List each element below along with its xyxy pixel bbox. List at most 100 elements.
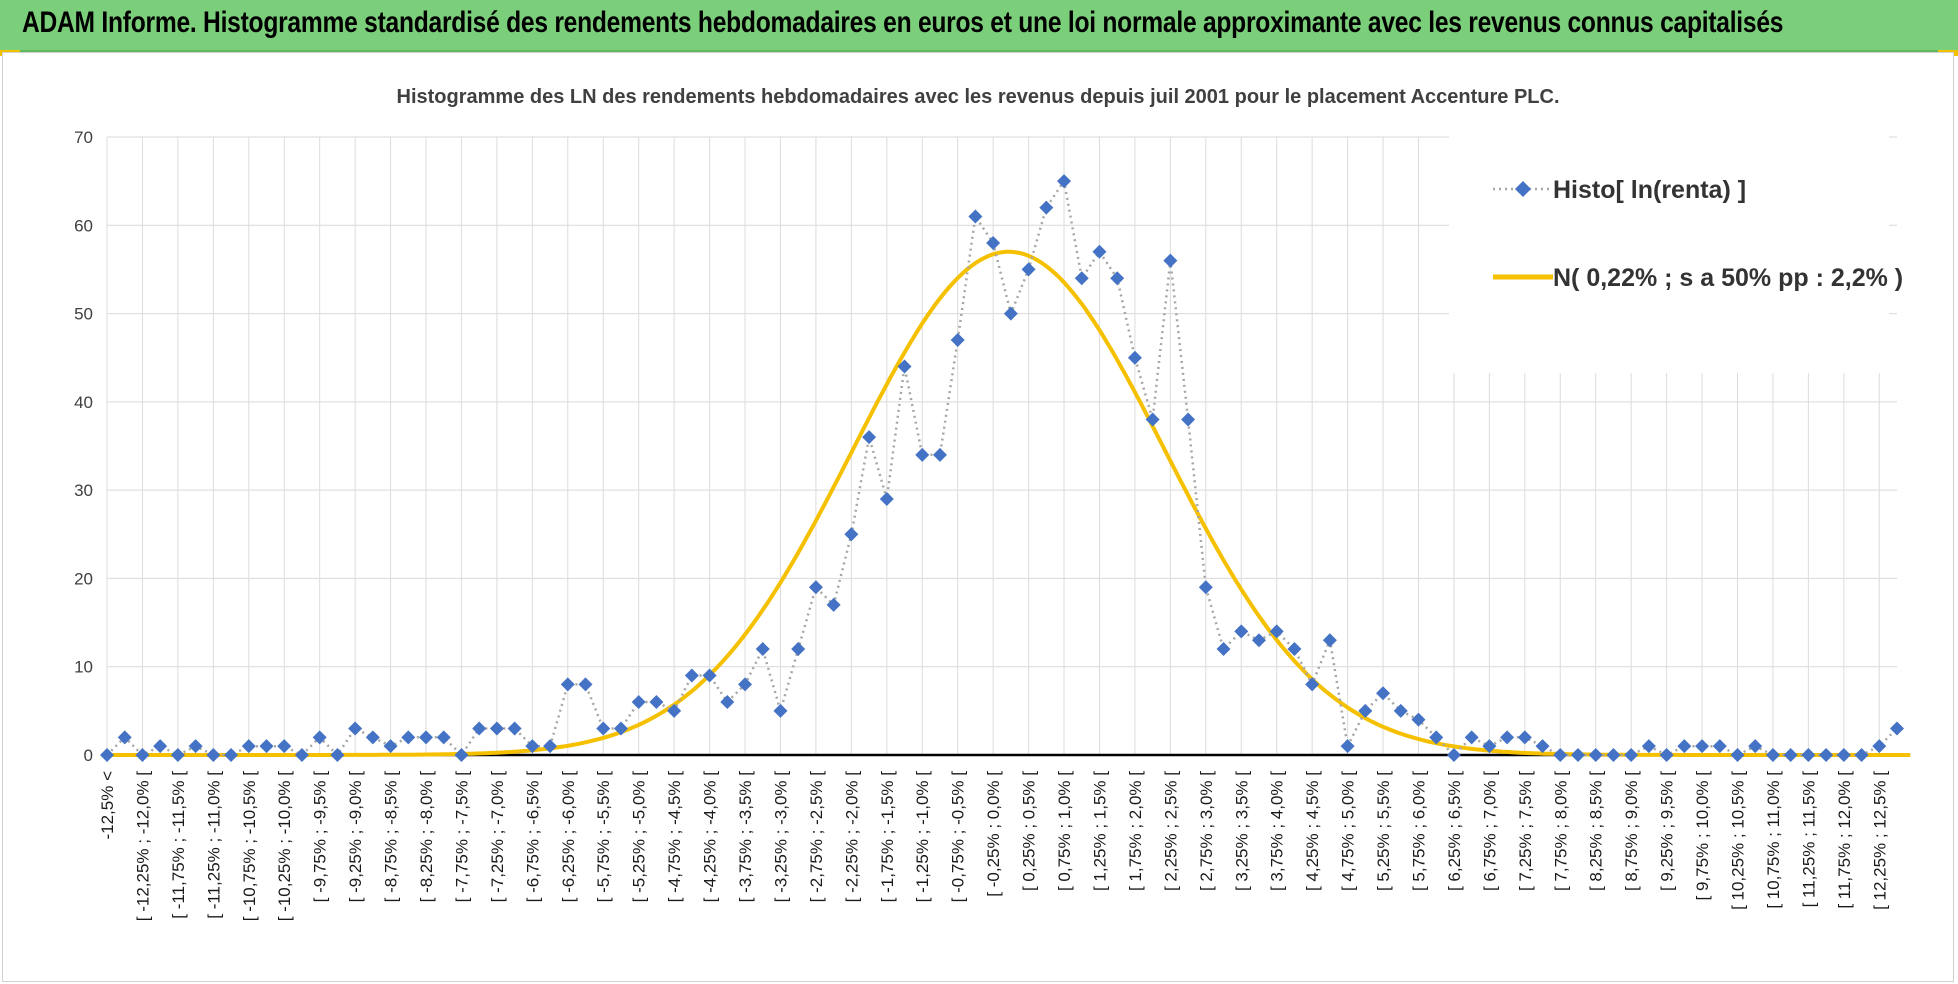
x-category-label: [ 7,75% ; 8,0% [ (1551, 771, 1570, 891)
histogram-point (649, 695, 664, 710)
histogram-point (1092, 244, 1107, 259)
x-category-label: [ 6,75% ; 7,0% [ (1480, 771, 1499, 891)
x-category-label: [ 9,25% ; 9,5% [ (1658, 771, 1677, 891)
y-tick-label: 30 (74, 481, 93, 500)
histogram-point (1269, 624, 1284, 639)
histogram-point (1730, 748, 1745, 762)
histogram-point (897, 359, 912, 374)
histogram-point (684, 668, 699, 683)
x-category-label: [ -5,75% ; -5,5% [ (594, 771, 613, 903)
histogram-point (826, 597, 841, 612)
x-category-label: [ -7,75% ; -7,5% [ (452, 771, 471, 903)
x-category-label: [ -12,25% ; -12,0% [ (133, 771, 152, 922)
x-category-label: [ 11,75% ; 12,0% [ (1835, 771, 1854, 909)
histogram-point (1659, 748, 1674, 762)
histogram-point (915, 447, 930, 462)
x-category-label: [ -6,75% ; -6,5% [ (523, 771, 542, 903)
histogram-point (436, 730, 451, 745)
histogram-point (1358, 703, 1373, 718)
histogram-point (1216, 642, 1231, 657)
histogram-point (135, 748, 150, 762)
histogram-point (596, 721, 611, 736)
histogram-point (1322, 633, 1337, 648)
histogram-point (862, 430, 877, 445)
y-tick-label: 20 (74, 569, 93, 588)
histogram-point (1748, 739, 1763, 754)
chart-title: Histogramme des LN des rendements hebdom… (397, 86, 1560, 108)
histogram-point (348, 721, 363, 736)
histogram-point (489, 721, 504, 736)
histogram-point (755, 642, 770, 657)
y-tick-label: 10 (74, 658, 93, 677)
x-category-label: [ -1,75% ; -1,5% [ (878, 771, 897, 903)
x-category-label: [ 3,75% ; 4,0% [ (1268, 771, 1287, 891)
histogram-point (1695, 739, 1710, 754)
histogram-point (1110, 271, 1125, 286)
x-category-label: [ 11,25% ; 11,5% [ (1799, 771, 1818, 908)
histogram-point (507, 721, 522, 736)
histogram-point (1021, 262, 1036, 277)
histogram-point (188, 739, 203, 754)
x-category-label: [ 4,75% ; 5,0% [ (1339, 771, 1358, 891)
histogram-point (294, 748, 309, 762)
x-category-label: [ 6,25% ; 6,5% [ (1445, 771, 1464, 891)
report-title: ADAM Informe. Histogramme standardisé de… (22, 6, 1784, 39)
histogram-point (241, 739, 256, 754)
histogram-point (1624, 748, 1639, 762)
x-category-label: [ -11,25% ; -11,0% [ (204, 771, 223, 919)
histogram-point (1446, 748, 1461, 762)
histogram-point (1677, 739, 1692, 754)
x-category-label: [ -6,25% ; -6,0% [ (559, 771, 578, 903)
histogram-point (153, 739, 168, 754)
histogram-point (224, 748, 239, 762)
histogram-point (1836, 748, 1851, 762)
x-category-label: [ -0,25% ; 0,0% [ (984, 771, 1003, 897)
x-category-label: -12,5% < (98, 771, 117, 840)
histogram-point (791, 642, 806, 657)
histogram-point (1570, 748, 1585, 762)
histogram-point (1127, 350, 1142, 365)
histogram-point (560, 677, 575, 692)
histogram-point (365, 730, 380, 745)
x-category-label: [ 9,75% ; 10,0% [ (1693, 771, 1712, 901)
histogram-point (1606, 748, 1621, 762)
histogram-point (1163, 253, 1178, 268)
histogram-point (1500, 730, 1515, 745)
histogram-point (702, 668, 717, 683)
histogram-point (525, 739, 540, 754)
histogram-point (117, 730, 132, 745)
histogram-point (968, 209, 983, 224)
x-category-label: [ 8,25% ; 8,5% [ (1587, 771, 1606, 891)
histogram-point (259, 739, 274, 754)
x-category-label: [ 8,75% ; 9,0% [ (1622, 771, 1641, 891)
histogram-point (1854, 748, 1869, 762)
histogram-point (1429, 730, 1444, 745)
histogram-point (986, 235, 1001, 250)
histogram-point (401, 730, 416, 745)
x-category-label: [ -3,75% ; -3,5% [ (736, 771, 755, 903)
histogram-point (419, 730, 434, 745)
histogram-point (1340, 739, 1355, 754)
y-tick-label: 40 (74, 393, 93, 412)
histogram-point (667, 703, 682, 718)
x-category-label: [ -0,75% ; -0,5% [ (949, 771, 968, 903)
x-category-label: [ -1,25% ; -1,0% [ (913, 771, 932, 903)
x-category-label: [ 10,25% ; 10,5% [ (1728, 771, 1747, 910)
x-category-label: [ -9,75% ; -9,5% [ (311, 771, 330, 903)
histogram-point (1464, 730, 1479, 745)
histogram-point (578, 677, 593, 692)
x-category-label: [ 0,25% ; 0,5% [ (1020, 771, 1039, 891)
histogram-point (1517, 730, 1532, 745)
x-category-label: [ -5,25% ; -5,0% [ (630, 771, 649, 903)
x-category-label: [ -4,75% ; -4,5% [ (665, 771, 684, 903)
x-category-label: [ 2,25% ; 2,5% [ (1161, 771, 1180, 891)
x-category-label: [ -10,25% ; -10,0% [ (275, 771, 294, 922)
histogram-point (773, 703, 788, 718)
x-category-label: [ -2,75% ; -2,5% [ (807, 771, 826, 903)
x-category-label: [ 3,25% ; 3,5% [ (1232, 771, 1251, 891)
x-category-label: [ -2,25% ; -2,0% [ (842, 771, 861, 903)
histogram-point (1783, 748, 1798, 762)
x-category-label: [ 2,75% ; 3,0% [ (1197, 771, 1216, 891)
histogram-point (950, 333, 965, 348)
histogram-point (844, 527, 859, 542)
